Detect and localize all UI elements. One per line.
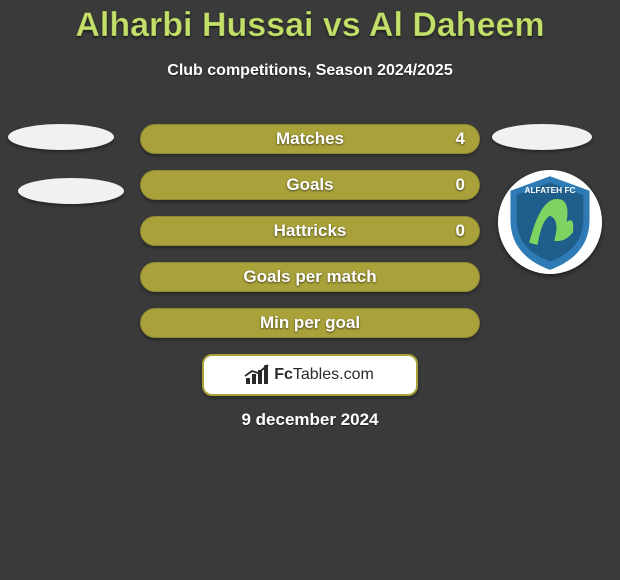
fctables-logo-text: FcTables.com [274, 366, 374, 384]
stat-row-value: 0 [456, 221, 465, 241]
stat-row: Goals 0 [140, 170, 480, 200]
stat-row-label: Hattricks [274, 221, 347, 241]
stat-row-label: Goals per match [243, 267, 376, 287]
svg-text:ALFATEH FC: ALFATEH FC [524, 185, 575, 195]
comparison-subtitle: Club competitions, Season 2024/2025 [0, 62, 620, 80]
stat-rows: Matches 4 Goals 0 Hattricks 0 Goals per match M… [140, 124, 480, 354]
comparison-title: Alharbi Hussai vs Al Daheem [0, 6, 620, 45]
player1-club-placeholder [18, 178, 124, 204]
player2-club-crest-icon: ALFATEH FC [498, 170, 602, 274]
stat-row: Matches 4 [140, 124, 480, 154]
logo-suffix: .com [339, 366, 374, 383]
stat-row-label: Matches [276, 129, 344, 149]
stat-row: Goals per match [140, 262, 480, 292]
logo-prefix: Fc [274, 366, 293, 383]
logo-main: Tables [293, 366, 339, 383]
stat-row-value: 0 [456, 175, 465, 195]
stat-row-label: Min per goal [260, 313, 360, 333]
stat-row-value: 4 [456, 129, 465, 149]
stat-row: Hattricks 0 [140, 216, 480, 246]
fctables-logo: FcTables.com [202, 354, 418, 396]
stat-row: Min per goal [140, 308, 480, 338]
player1-icon-placeholder [8, 124, 114, 150]
stat-row-label: Goals [286, 175, 333, 195]
player2-icon-placeholder [492, 124, 592, 150]
chart-icon [246, 366, 268, 384]
comparison-date: 9 december 2024 [0, 410, 620, 430]
